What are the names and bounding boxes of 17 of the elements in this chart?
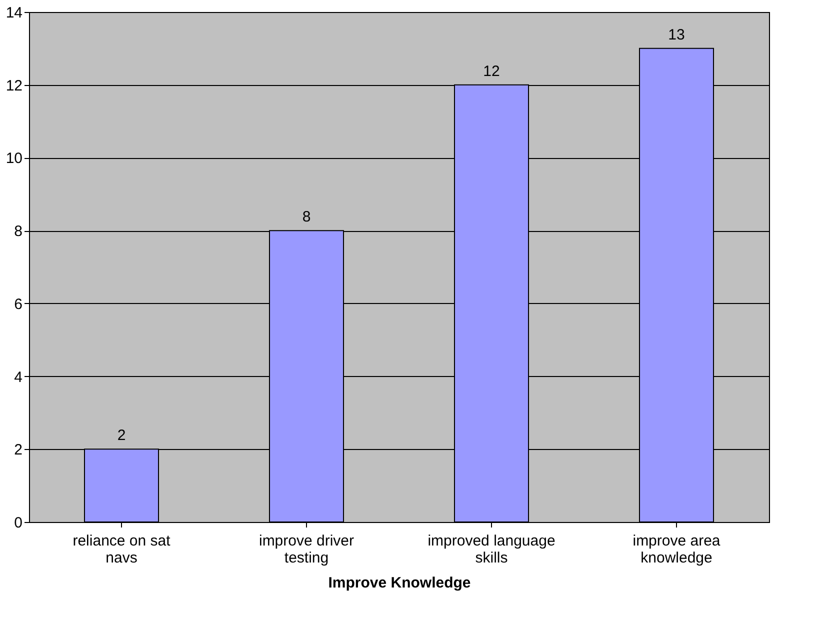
data-label: 8 — [302, 208, 311, 226]
data-label: 13 — [668, 26, 685, 44]
x-tick-label: improve area knowledge — [632, 532, 721, 566]
x-tick-label: improved language skills — [428, 532, 556, 566]
y-tick-label: 6 — [14, 296, 22, 313]
y-tick-label: 14 — [6, 4, 22, 22]
y-tick-label: 0 — [14, 514, 22, 532]
y-tick-label: 4 — [14, 368, 22, 386]
y-tick-label: 10 — [6, 150, 22, 168]
x-tick-label: improve driver testing — [258, 532, 354, 566]
y-tick-label: 8 — [14, 223, 22, 240]
data-label: 2 — [117, 427, 126, 444]
data-label: 12 — [483, 62, 500, 80]
x-tick-label: reliance on sat navs — [72, 532, 172, 566]
y-tick-label: 12 — [6, 77, 22, 94]
y-tick-label: 2 — [14, 442, 22, 459]
x-axis-title: Improve Knowledge — [328, 574, 471, 592]
